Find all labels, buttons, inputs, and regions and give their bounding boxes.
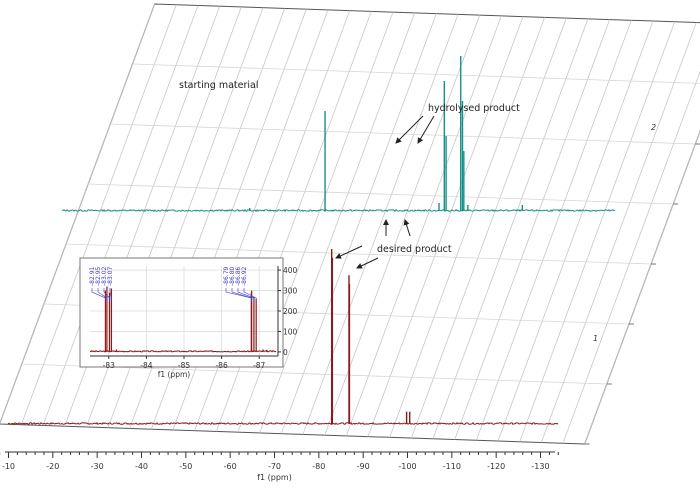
perspective-grid [0,3,700,445]
trace-baseline [61,208,616,213]
grid-line-depth [324,14,481,436]
grid-line-depth [497,20,654,442]
grid-line-depth [280,13,437,434]
inset-x-tick-label: -85 [178,361,190,370]
x-tick-label: -120 [487,462,505,471]
grid-line-depth [432,18,589,439]
spectra-traces: 12 [7,56,656,425]
grid-line-depth [42,5,199,426]
x-tick-label: -100 [398,462,416,471]
inset-plot: 400 300 200 100 0 -83 -84 -85 -86 -87 f1 (ppm) -82.… [79,257,298,379]
x-axis-title: f1 (ppm) [257,473,292,482]
grid-line-horizontal [132,63,700,84]
inset-y-tick-label: 300 [283,287,298,296]
inset-label-leader [225,288,252,302]
annotation-arrow [335,245,363,259]
grid-line-depth [215,11,372,432]
trace-baseline [7,421,559,425]
annotation-arrow [356,257,379,269]
grid-line-horizontal [110,123,696,145]
trace-label-1: 1 [593,334,598,343]
inset-peak-label: -83.02 [101,266,108,286]
inset-x-tick-label: -87 [253,361,265,370]
annotation-desired-product: desired product [377,244,452,255]
inset-peak-label: -86.92 [241,266,248,286]
x-tick-label: -50 [179,462,192,471]
grid-line-depth [389,17,546,438]
grid-line-depth [367,16,524,437]
inset-peak-label: -86.80 [229,266,236,286]
x-tick-label: -110 [443,462,461,471]
inset-x-axis-title: f1 (ppm) [158,370,191,379]
inset-x-tick-label: -84 [140,361,152,370]
x-tick-label: -90 [357,462,370,471]
inset-label-leader [91,288,106,302]
inset-y-tick-label: 400 [283,266,298,275]
inset-x-tick-label: -86 [215,361,227,370]
x-axis: -10 -20 -30 -40 -50 -60 -70 -80 -90 -100 -110 -120 -… [0,451,559,482]
trace-label-2: 2 [651,123,656,132]
grid-line-depth [259,12,416,434]
grid-line-depth [519,21,676,442]
x-tick-label: -60 [224,462,237,471]
inset-label-leader [103,288,110,302]
inset-peak-label: -83.07 [107,266,114,286]
inset-peak-label: -86.86 [235,266,242,286]
inset-y-tick-label: 100 [283,327,298,336]
x-tick-label: -40 [135,462,148,471]
grid-line-depth [0,3,156,425]
annotation-arrow [417,115,435,144]
grid-line-depth [475,20,632,441]
grid-line-depth [410,17,567,439]
grid-line-horizontal [88,183,674,205]
inset-baseline [89,350,277,353]
grid-line-depth [562,70,700,444]
annotation-starting-material: starting material [179,80,259,91]
inset-y-tick-label: 200 [283,307,298,316]
x-tick-label: -20 [46,462,59,471]
inset-label-leader [97,288,108,302]
grid-line-depth [540,22,697,443]
inset-x-tick-label: -83 [103,361,115,370]
annotations: starting material hydrolysed product desir… [179,80,520,269]
x-tick-label: -80 [312,462,325,471]
inset-frame [79,257,284,368]
grid-line-depth [345,15,502,436]
inset-peak-label: -82.91 [89,266,96,286]
x-tick-label: -70 [268,462,281,471]
inset-peak-label: -82.95 [95,266,102,286]
grid-line-depth [20,4,177,425]
inset-label-leader [231,288,252,302]
grid-line-depth [302,14,459,435]
x-tick-label: -130 [531,462,549,471]
x-tick-label: -30 [91,462,104,471]
inset-y-tick-label: 0 [283,348,288,357]
inset-label-leader [243,288,257,302]
grid-line-depth [454,19,611,440]
annotation-arrow [395,115,424,144]
grid-line-horizontal [66,243,652,265]
inset-label-leader [237,288,255,302]
grid-line-depth [584,130,700,445]
x-tick-label: -10 [2,462,15,471]
annotation-hydrolysed-product: hydrolysed product [428,103,520,114]
inset-peak-label: -86.79 [223,266,230,286]
inset-label-leader [109,288,112,302]
annotation-arrow [403,219,411,237]
